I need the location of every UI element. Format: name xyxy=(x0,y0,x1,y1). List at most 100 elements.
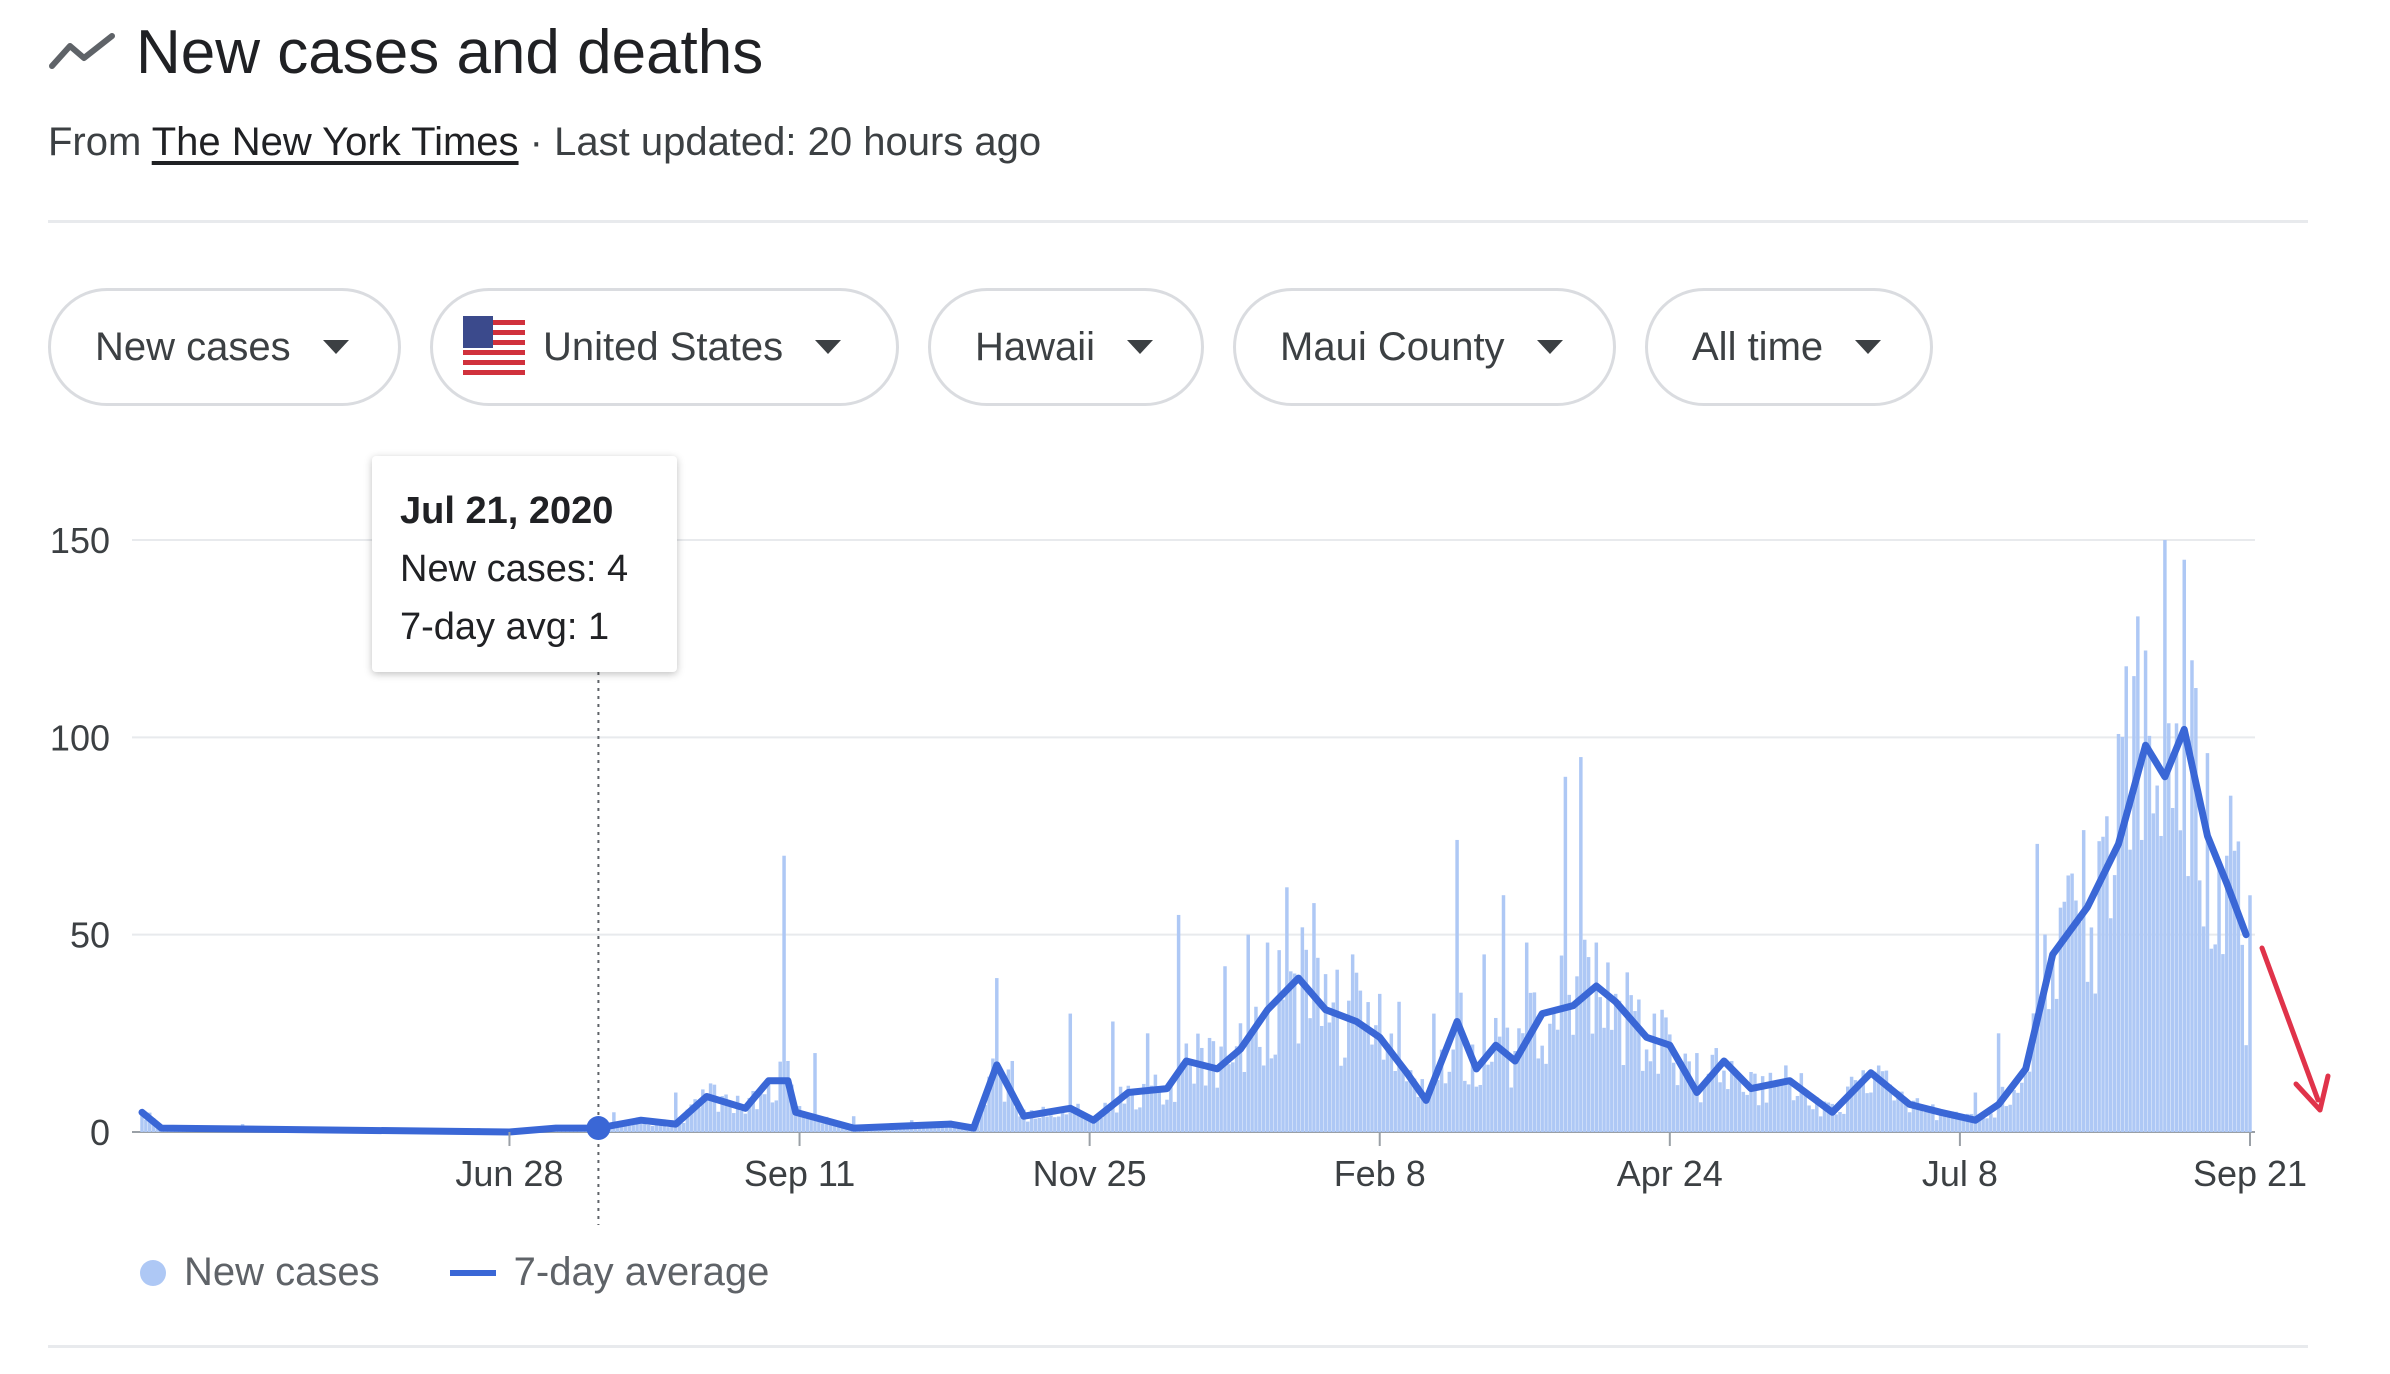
y-tick-label: 150 xyxy=(50,520,110,561)
new-cases-bar xyxy=(2008,1104,2012,1132)
average-legend-line xyxy=(449,1269,496,1276)
new-cases-bar xyxy=(1466,1084,1471,1132)
new-cases-bar xyxy=(1745,1094,1749,1132)
new-cases-bar xyxy=(1041,1106,1045,1132)
source-link[interactable]: The New York Times xyxy=(151,120,519,164)
state-dropdown[interactable]: Hawaii xyxy=(928,288,1204,406)
new-cases-bar xyxy=(1780,1080,1784,1132)
new-cases-bar xyxy=(1996,1033,2001,1132)
new-cases-bar xyxy=(2116,733,2121,1132)
new-cases-bar xyxy=(1242,1071,1247,1132)
new-cases-bar xyxy=(2128,849,2132,1132)
county-dropdown[interactable]: Maui County xyxy=(1233,288,1616,406)
new-cases-bar xyxy=(991,1058,995,1132)
new-cases-bar xyxy=(1134,1109,1138,1132)
new-cases-bar xyxy=(1269,1058,1274,1132)
new-cases-bar xyxy=(1443,1083,1448,1132)
new-cases-bar xyxy=(2074,900,2078,1132)
new-cases-bar xyxy=(1377,993,1382,1132)
new-cases-bar xyxy=(2031,1013,2036,1132)
new-cases-bar xyxy=(1165,1099,1169,1132)
new-cases-bar xyxy=(921,1127,926,1132)
new-cases-bar xyxy=(1339,1065,1343,1132)
new-cases-bar xyxy=(1985,1118,1989,1132)
new-cases-bar xyxy=(697,1107,701,1132)
new-cases-bar xyxy=(1760,1076,1765,1132)
new-cases-bar xyxy=(2236,841,2241,1132)
new-cases-bar xyxy=(1656,1073,1660,1132)
time-range-dropdown[interactable]: All time xyxy=(1645,288,1933,406)
new-cases-bar xyxy=(2221,954,2225,1132)
new-cases-bar xyxy=(1474,1086,1479,1132)
new-cases-bar xyxy=(619,1126,624,1132)
new-cases-bar xyxy=(1679,1069,1684,1132)
new-cases-bar xyxy=(654,1125,659,1132)
new-cases-bar xyxy=(2244,1045,2248,1132)
new-cases-bar xyxy=(1424,1101,1428,1132)
new-cases-bar xyxy=(1358,990,1363,1132)
new-cases-bar xyxy=(1304,949,1308,1132)
new-cases-bar xyxy=(2043,934,2047,1132)
country-dropdown[interactable]: United States xyxy=(430,288,899,406)
new-cases-bar xyxy=(1258,1046,1262,1132)
new-cases-bar xyxy=(1849,1076,1854,1132)
new-cases-bar xyxy=(940,1126,945,1132)
new-cases-bar xyxy=(817,1116,821,1132)
new-cases-bar xyxy=(1482,954,1486,1132)
new-cases-bar xyxy=(770,1102,775,1132)
new-cases-bar xyxy=(1029,1110,1034,1132)
average-legend-label[interactable]: 7-day average xyxy=(513,1250,770,1294)
new-cases-bar xyxy=(1888,1084,1893,1132)
new-cases-bar xyxy=(639,1117,643,1132)
new-cases-bar xyxy=(1594,942,1599,1132)
new-cases-bar xyxy=(1145,1033,1150,1132)
new-cases-legend-label[interactable]: New cases xyxy=(184,1250,380,1294)
new-cases-bar xyxy=(1053,1117,1057,1132)
new-cases-bar xyxy=(1977,1119,1981,1132)
new-cases-bars xyxy=(140,540,2252,1132)
new-cases-bar xyxy=(1505,1027,1510,1132)
new-cases-bar xyxy=(774,1100,779,1132)
new-cases-bar xyxy=(1687,1061,1691,1132)
x-tick-label: Feb 8 xyxy=(1334,1153,1426,1194)
new-cases-bar xyxy=(1629,995,1633,1132)
new-cases-bar xyxy=(2066,875,2070,1132)
new-cases-bar xyxy=(1559,955,1564,1132)
new-cases-bar xyxy=(728,1106,732,1132)
new-cases-bar xyxy=(1130,1093,1134,1132)
new-cases-bar xyxy=(1664,1017,1668,1132)
new-cases-bar xyxy=(1981,1113,1985,1132)
new-cases-bar xyxy=(2004,1106,2009,1132)
new-cases-bar xyxy=(1250,1030,1254,1132)
new-cases-bar xyxy=(1567,994,1571,1132)
new-cases-bar xyxy=(1617,1000,1622,1132)
new-cases-bar xyxy=(1973,1092,1978,1132)
new-cases-bar xyxy=(1296,1043,1301,1132)
page-title: New cases and deaths xyxy=(136,17,764,87)
new-cases-bar xyxy=(1880,1071,1885,1132)
new-cases-bar xyxy=(1312,903,1316,1132)
country-label: United States xyxy=(543,324,784,369)
new-cases-bar xyxy=(1385,1047,1390,1132)
x-tick-label: Jul 8 xyxy=(1922,1153,1998,1194)
new-cases-bar xyxy=(716,1111,721,1132)
new-cases-bar xyxy=(1428,1095,1432,1132)
caret-down-icon xyxy=(1855,340,1882,354)
new-cases-bar xyxy=(1710,1054,1715,1132)
new-cases-bar xyxy=(2240,944,2245,1132)
new-cases-bar xyxy=(1919,1110,1923,1132)
new-cases-bar xyxy=(1114,1112,1119,1132)
metric-dropdown[interactable]: New cases xyxy=(48,288,401,406)
new-cases-bar xyxy=(2225,855,2229,1132)
new-cases-bar xyxy=(1072,1110,1076,1132)
new-cases-bar xyxy=(786,1060,790,1132)
new-cases-bar xyxy=(1718,1082,1722,1132)
new-cases-bar xyxy=(1316,957,1320,1132)
new-cases-bar xyxy=(1486,1064,1490,1132)
new-cases-bar xyxy=(724,1094,728,1132)
new-cases-bar xyxy=(1992,1117,1997,1132)
new-cases-bar xyxy=(805,1116,810,1132)
new-cases-bar xyxy=(1138,1107,1142,1132)
new-cases-bar xyxy=(1033,1118,1038,1132)
